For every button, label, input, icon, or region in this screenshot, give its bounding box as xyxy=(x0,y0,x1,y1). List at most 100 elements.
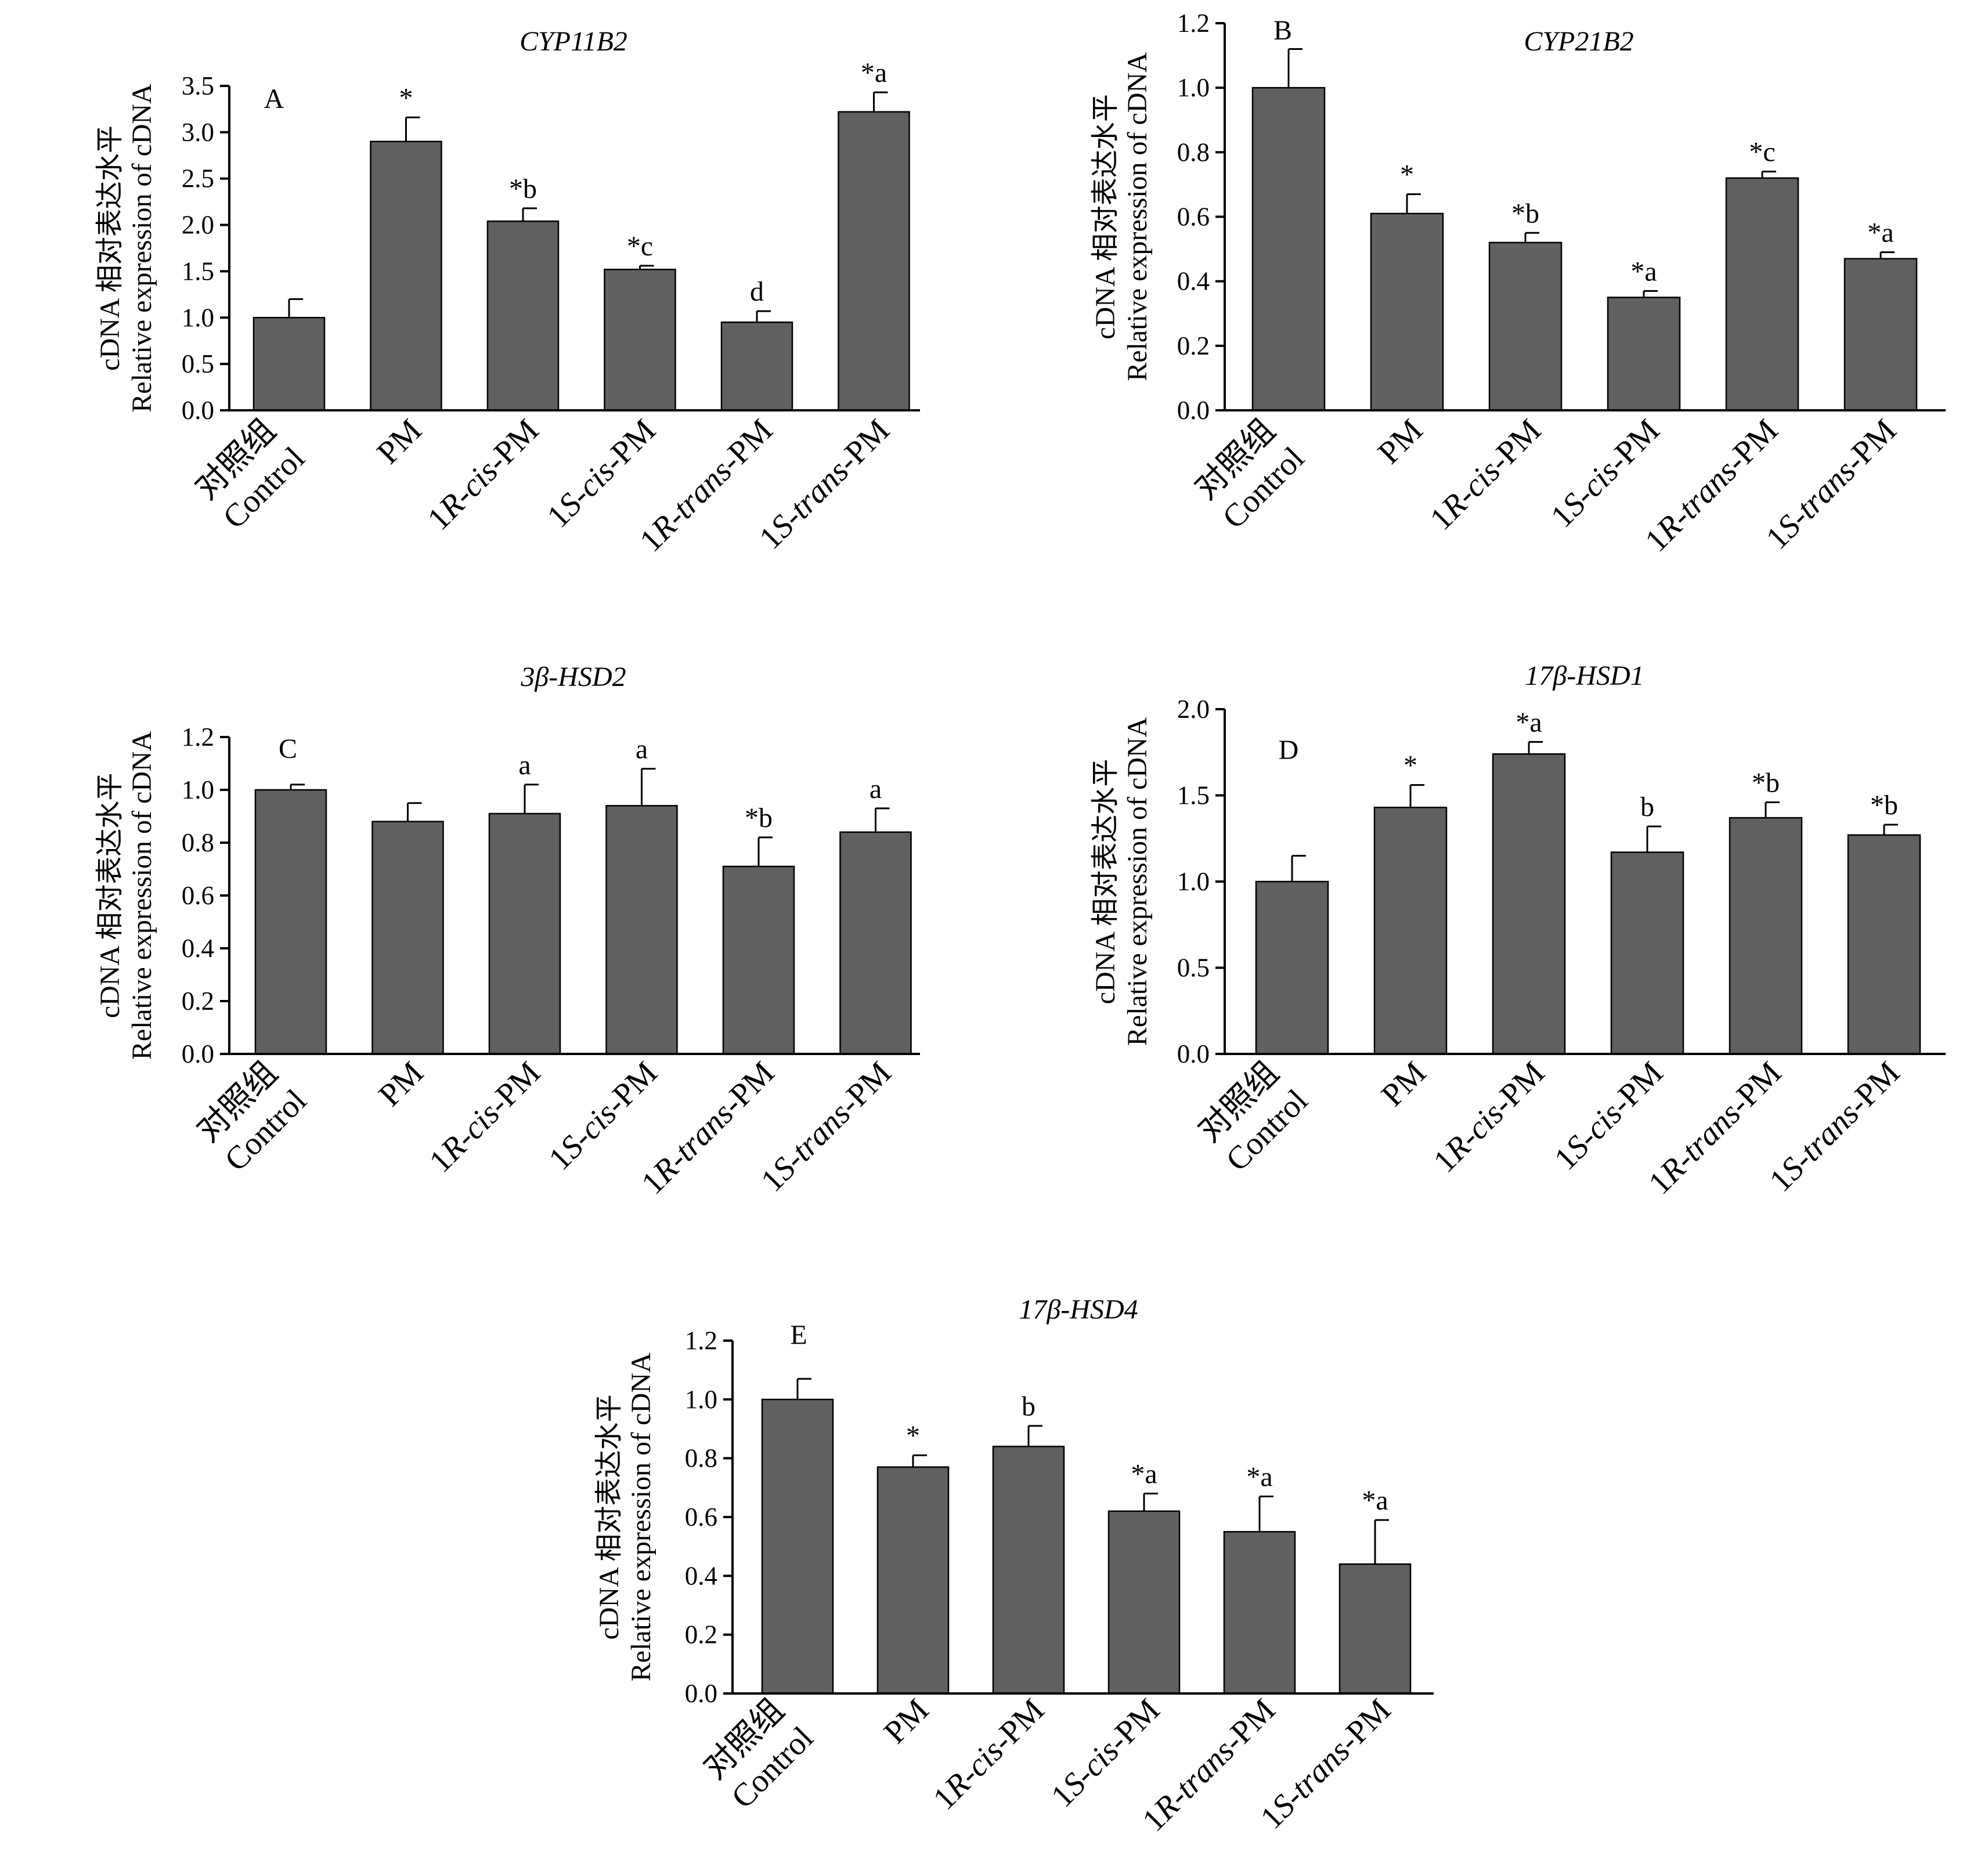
significance-label: a xyxy=(636,734,648,765)
y-axis-label-zh: cDNA 相对表达水平 xyxy=(95,773,125,1019)
y-tick-label: 0.2 xyxy=(182,987,214,1016)
significance-label: a xyxy=(869,774,882,804)
bar xyxy=(720,322,793,411)
bar xyxy=(1373,807,1448,1055)
x-tick-label: PM xyxy=(370,412,429,471)
significance-label: *b xyxy=(509,174,537,204)
significance-label: *a xyxy=(1867,218,1893,248)
bar xyxy=(722,865,795,1055)
bar xyxy=(486,220,560,411)
significance-label: d xyxy=(750,276,764,307)
y-tick-label: 2.5 xyxy=(182,164,214,193)
bar xyxy=(1107,1510,1181,1695)
bar xyxy=(1847,834,1921,1055)
bar xyxy=(252,317,326,411)
panel-letter: E xyxy=(790,1320,807,1350)
x-tick-label: 1R-cis-PM xyxy=(423,1055,547,1179)
significance-label: *b xyxy=(1870,790,1898,821)
significance-label: * xyxy=(1400,160,1414,190)
x-tick-label: 1R-cis-PM xyxy=(421,412,546,537)
x-tick-label: 1S-cis-PM xyxy=(1547,1055,1670,1177)
chart-title: CYP11B2 xyxy=(519,26,627,57)
significance-label: *a xyxy=(1246,1462,1272,1493)
bar xyxy=(604,268,676,411)
significance-label: *a xyxy=(1362,1485,1388,1516)
y-tick-label: 0.4 xyxy=(685,1561,717,1590)
significance-label: b xyxy=(1640,792,1654,822)
significance-label: * xyxy=(1403,750,1417,781)
y-tick-label: 2.0 xyxy=(182,211,214,240)
x-tick-label: 1S-cis-PM xyxy=(542,1055,665,1177)
label-part: PM xyxy=(370,412,429,471)
bar xyxy=(1729,817,1803,1055)
y-axis-label-en: Relative expression of cDNA xyxy=(1122,52,1153,381)
significance-label: b xyxy=(1022,1391,1036,1422)
significance-label: *c xyxy=(1749,137,1775,168)
panel-letter: B xyxy=(1273,15,1292,46)
label-part: PM xyxy=(1374,1055,1433,1113)
bar xyxy=(992,1446,1065,1695)
y-tick-label: 0.6 xyxy=(182,881,214,910)
x-tick-label: PM xyxy=(1374,1055,1433,1113)
panel-letter: D xyxy=(1279,735,1299,765)
bar xyxy=(1607,297,1681,411)
y-tick-label: 3.5 xyxy=(182,71,214,100)
y-tick-label: 1.5 xyxy=(1177,781,1210,810)
significance-label: *a xyxy=(1131,1458,1157,1489)
bar xyxy=(254,789,327,1055)
x-tick-label: 1R-cis-PM xyxy=(926,1692,1051,1817)
x-tick-label: 1R-cis-PM xyxy=(1427,1055,1552,1179)
chart-title: 3β-HSD2 xyxy=(520,662,626,692)
bar xyxy=(1255,880,1329,1055)
significance-label: a xyxy=(518,750,531,781)
y-tick-label: 0.4 xyxy=(182,934,214,963)
bar xyxy=(605,805,678,1055)
y-axis-label-zh: cDNA 相对表达水平 xyxy=(594,1395,625,1640)
panel-letter: C xyxy=(279,734,297,764)
chart-title: 17β-HSD1 xyxy=(1525,660,1644,691)
x-tick-label: PM xyxy=(1371,412,1430,471)
y-axis-label-zh: cDNA 相对表达水平 xyxy=(95,125,125,371)
bar xyxy=(1725,177,1799,411)
y-axis-label-en: Relative expression of cDNA xyxy=(127,84,157,413)
y-tick-label: 0.2 xyxy=(685,1620,717,1649)
x-tick-label: 1R-cis-PM xyxy=(1423,412,1548,537)
bar xyxy=(1488,241,1563,411)
y-tick-label: 3.0 xyxy=(182,118,214,147)
label-part: PM xyxy=(877,1692,936,1750)
y-axis-label-zh: cDNA 相对表达水平 xyxy=(1090,759,1121,1005)
y-tick-label: 1.5 xyxy=(182,257,214,286)
x-tick-label: PM xyxy=(372,1055,431,1113)
y-tick-label: 1.0 xyxy=(182,303,214,332)
bar xyxy=(1370,212,1444,411)
label-part: PM xyxy=(372,1055,431,1113)
y-axis-label-en: Relative expression of cDNA xyxy=(626,1352,656,1681)
y-tick-label: 0.0 xyxy=(182,396,214,425)
y-tick-label: 1.2 xyxy=(685,1326,717,1355)
y-tick-label: 0.5 xyxy=(1177,954,1210,983)
y-tick-label: 1.2 xyxy=(182,723,214,752)
bar xyxy=(838,111,910,411)
significance-label: * xyxy=(399,82,413,113)
y-tick-label: 0.2 xyxy=(1177,331,1210,360)
bar xyxy=(1843,258,1918,411)
significance-label: * xyxy=(906,1421,920,1451)
y-tick-label: 0.8 xyxy=(1177,138,1210,167)
bar xyxy=(1338,1563,1412,1695)
bar xyxy=(1492,753,1566,1055)
x-tick-label: 1S-cis-PM xyxy=(540,412,663,535)
bar xyxy=(839,831,912,1055)
bar xyxy=(370,140,442,411)
y-tick-label: 0.0 xyxy=(182,1039,214,1068)
y-tick-label: 1.0 xyxy=(182,775,214,804)
y-tick-label: 1.0 xyxy=(1177,73,1210,102)
y-tick-label: 0.0 xyxy=(1177,396,1210,425)
y-tick-label: 1.2 xyxy=(1177,9,1210,38)
y-tick-label: 0.8 xyxy=(182,828,214,857)
bar xyxy=(371,821,444,1055)
